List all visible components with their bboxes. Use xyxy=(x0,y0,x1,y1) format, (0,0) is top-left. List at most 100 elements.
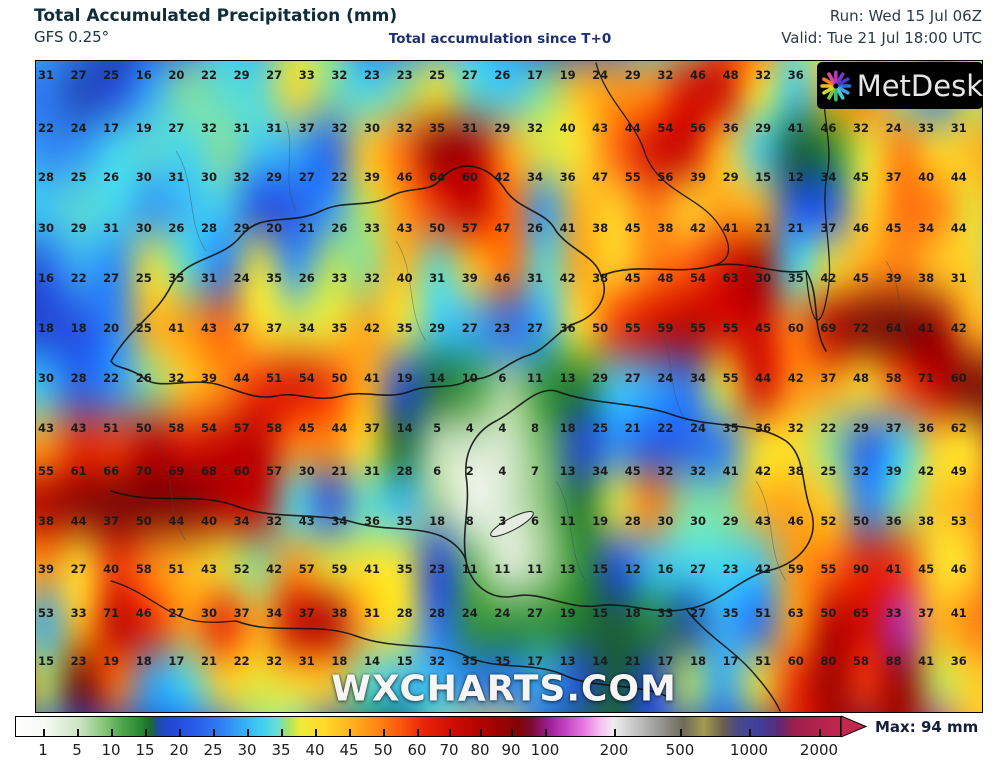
grid-value: 56 xyxy=(689,121,707,135)
grid-value: 8 xyxy=(465,514,474,528)
grid-value: 32 xyxy=(429,654,446,668)
grid-value: 41 xyxy=(918,654,935,668)
colorbar-tick-label: 20 xyxy=(169,741,189,759)
grid-value: 57 xyxy=(233,421,250,435)
grid-value: 52 xyxy=(820,514,837,528)
grid-values-layer: 31 27 25 16 20 22 29 27 33 32 23 23 25 27 26 17 19 24 29 32… xyxy=(36,61,982,712)
metdesk-logo-text: MetDesk xyxy=(856,68,983,103)
grid-value: 27 xyxy=(461,321,478,335)
grid-value: 37 xyxy=(266,321,283,335)
grid-value: 11 xyxy=(494,562,511,576)
grid-value: 59 xyxy=(787,562,804,576)
grid-value: 14 xyxy=(363,654,381,668)
colorbar-tick xyxy=(111,729,113,736)
colorbar-tick xyxy=(449,729,451,736)
grid-value: 13 xyxy=(559,464,576,478)
grid-value: 24 xyxy=(592,68,609,82)
grid-value: 18 xyxy=(331,654,348,668)
grid-value: 21 xyxy=(787,221,804,235)
grid-value: 46 xyxy=(820,121,837,135)
grid-value: 41 xyxy=(918,321,935,335)
grid-value: 46 xyxy=(396,170,413,184)
page-title: Total Accumulated Precipitation (mm) xyxy=(34,6,398,26)
grid-value: 17 xyxy=(657,654,674,668)
grid-value: 52 xyxy=(233,562,250,576)
grid-value: 32 xyxy=(689,464,707,478)
grid-value: 36 xyxy=(885,514,902,528)
grid-value: 7 xyxy=(530,464,540,478)
grid-value: 26 xyxy=(135,371,152,385)
colorbar-tick-label: 70 xyxy=(439,741,459,759)
grid-value: 37 xyxy=(820,221,837,235)
grid-value: 64 xyxy=(885,321,902,335)
colorbar-tick-label: 2000 xyxy=(799,741,839,759)
colorbar-tick-label: 50 xyxy=(373,741,393,759)
grid-value: 33 xyxy=(70,606,87,620)
grid-value: 18 xyxy=(429,514,446,528)
colorbar-tick-label: 35 xyxy=(271,741,291,759)
grid-value: 39 xyxy=(689,170,707,184)
grid-value: 25 xyxy=(135,321,152,335)
grid-value: 23 xyxy=(396,68,413,82)
grid-value: 26 xyxy=(526,221,544,235)
grid-value: 39 xyxy=(37,562,55,576)
grid-value: 42 xyxy=(820,271,837,285)
grid-value: 60 xyxy=(787,654,804,668)
grid-value: 44 xyxy=(624,121,641,135)
grid-value: 23 xyxy=(429,562,446,576)
grid-value: 68 xyxy=(200,464,218,478)
grid-value: 19 xyxy=(559,68,576,82)
colorbar-tick-label: 10 xyxy=(101,741,121,759)
grid-value: 40 xyxy=(103,562,120,576)
grid-value: 35 xyxy=(494,654,511,668)
grid-value: 27 xyxy=(526,321,544,335)
grid-value: 21 xyxy=(624,654,641,668)
grid-value: 38 xyxy=(592,271,609,285)
grid-value: 38 xyxy=(918,514,935,528)
colorbar-tick xyxy=(511,729,513,736)
grid-value: 31 xyxy=(363,606,381,620)
grid-value: 72 xyxy=(852,321,870,335)
grid-value: 34 xyxy=(918,221,935,235)
grid-value: 2 xyxy=(465,464,474,478)
grid-value: 51 xyxy=(266,371,283,385)
colorbar-tick xyxy=(417,729,419,736)
grid-value: 15 xyxy=(37,654,55,668)
grid-value: 26 xyxy=(494,68,511,82)
grid-value: 36 xyxy=(950,654,967,668)
colorbar-tick xyxy=(680,729,682,736)
grid-value: 32 xyxy=(396,121,413,135)
grid-value: 33 xyxy=(918,121,935,135)
grid-value: 28 xyxy=(396,606,413,620)
grid-value: 57 xyxy=(266,464,283,478)
grid-value: 30 xyxy=(200,606,218,620)
grid-value: 12 xyxy=(787,170,804,184)
grid-value: 29 xyxy=(70,221,87,235)
grid-value: 44 xyxy=(70,514,87,528)
grid-value: 28 xyxy=(200,221,218,235)
grid-value: 38 xyxy=(918,271,935,285)
grid-value: 45 xyxy=(885,221,902,235)
grid-value: 25 xyxy=(70,170,87,184)
grid-value: 19 xyxy=(103,654,120,668)
grid-value: 38 xyxy=(37,514,55,528)
grid-value: 35 xyxy=(396,321,413,335)
colorbar-tick xyxy=(614,729,616,736)
grid-value: 35 xyxy=(722,421,739,435)
precipitation-map: 31 27 25 16 20 22 29 27 33 32 23 23 25 27 26 17 19 24 29 32… xyxy=(35,60,983,713)
colorbar-tick xyxy=(545,729,547,736)
grid-value: 69 xyxy=(820,321,837,335)
grid-value: 27 xyxy=(168,606,185,620)
grid-value: 23 xyxy=(494,321,511,335)
grid-value: 48 xyxy=(722,68,739,82)
grid-value: 35 xyxy=(396,514,413,528)
grid-value: 43 xyxy=(592,121,609,135)
grid-value: 18 xyxy=(70,321,87,335)
grid-value: 50 xyxy=(852,514,870,528)
grid-value: 30 xyxy=(689,514,707,528)
grid-value: 42 xyxy=(494,170,511,184)
grid-value: 22 xyxy=(331,170,348,184)
grid-value: 6 xyxy=(530,514,540,528)
grid-value: 5 xyxy=(433,421,442,435)
colorbar-tick xyxy=(179,729,181,736)
